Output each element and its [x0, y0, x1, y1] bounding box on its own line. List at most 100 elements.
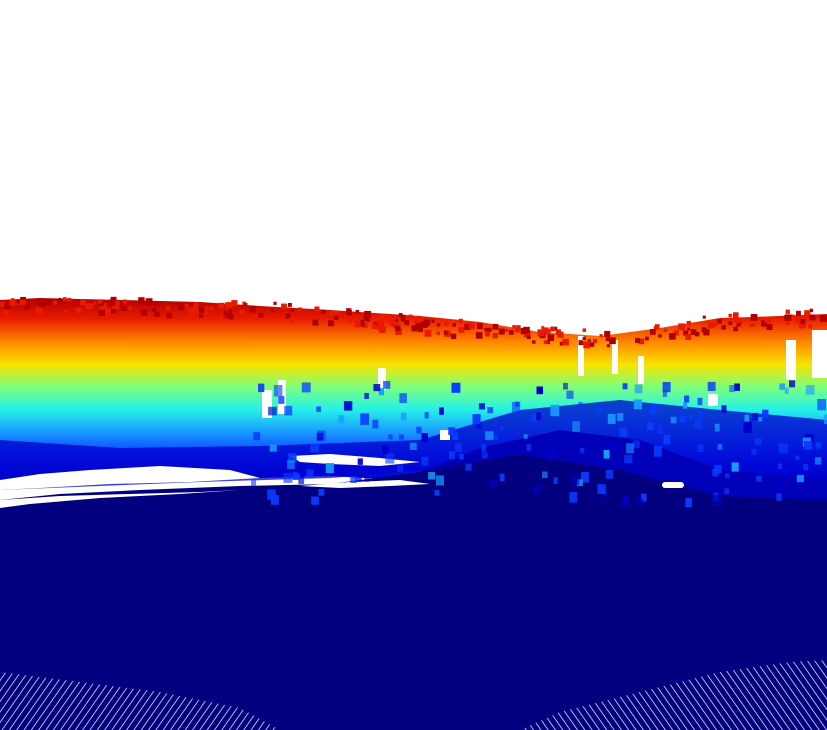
- point: [657, 424, 663, 433]
- point: [434, 489, 440, 496]
- point: [154, 302, 158, 306]
- point: [47, 299, 52, 305]
- point: [796, 474, 804, 483]
- point: [820, 315, 827, 322]
- point: [717, 319, 722, 324]
- point: [733, 326, 738, 332]
- point: [550, 326, 555, 332]
- point: [686, 320, 691, 326]
- point: [717, 444, 723, 450]
- point: [416, 426, 422, 434]
- point: [409, 442, 417, 450]
- point: [458, 318, 463, 324]
- point: [436, 331, 441, 335]
- point: [354, 320, 361, 327]
- point: [145, 298, 153, 305]
- point: [504, 328, 508, 333]
- point: [569, 492, 578, 503]
- point: [138, 297, 145, 304]
- point: [205, 306, 209, 310]
- point: [187, 307, 193, 313]
- point: [290, 308, 295, 312]
- point: [373, 384, 381, 392]
- point: [382, 445, 389, 455]
- point: [316, 432, 324, 441]
- point: [520, 328, 527, 335]
- point: [289, 316, 296, 323]
- point: [20, 296, 26, 303]
- point: [154, 311, 160, 317]
- point: [318, 488, 325, 496]
- point: [42, 300, 47, 305]
- point: [578, 402, 583, 408]
- point: [105, 308, 112, 315]
- point: [542, 471, 548, 478]
- point: [177, 304, 184, 311]
- point: [784, 387, 789, 394]
- point: [673, 330, 679, 336]
- point: [635, 337, 640, 343]
- point: [481, 452, 488, 459]
- point: [478, 403, 485, 410]
- point: [109, 299, 116, 306]
- point: [684, 395, 690, 403]
- point: [397, 464, 404, 472]
- point: [258, 383, 265, 393]
- point: [363, 315, 369, 321]
- point: [663, 328, 668, 332]
- point: [544, 328, 551, 335]
- point: [563, 382, 568, 390]
- point: [508, 330, 514, 335]
- point: [244, 302, 248, 306]
- scanline-field-right: [520, 660, 827, 730]
- point: [795, 318, 800, 324]
- point: [283, 473, 293, 483]
- point: [714, 423, 720, 432]
- point: [572, 421, 580, 432]
- point: [487, 407, 494, 414]
- point: [514, 327, 520, 333]
- point: [343, 401, 353, 411]
- point: [647, 422, 654, 431]
- point: [152, 308, 156, 312]
- point: [543, 340, 548, 345]
- point: [550, 404, 560, 417]
- point: [725, 473, 730, 479]
- point: [395, 328, 402, 335]
- point: [485, 431, 494, 440]
- point: [784, 314, 791, 321]
- point: [297, 465, 306, 475]
- point: [687, 327, 691, 331]
- point: [712, 495, 721, 506]
- point: [268, 406, 277, 416]
- point: [526, 335, 531, 339]
- point: [338, 415, 345, 424]
- point: [464, 323, 471, 330]
- point: [346, 316, 353, 323]
- point: [258, 313, 264, 318]
- point: [364, 392, 369, 399]
- ground-plane: [0, 430, 827, 730]
- point: [583, 341, 591, 349]
- point: [728, 313, 732, 318]
- point: [424, 412, 429, 419]
- point: [597, 484, 606, 494]
- point: [395, 319, 399, 323]
- point: [383, 380, 391, 389]
- point: [789, 314, 795, 320]
- point: [357, 319, 365, 327]
- point: [638, 338, 645, 345]
- point: [9, 299, 16, 306]
- point: [395, 325, 401, 331]
- point: [795, 455, 800, 460]
- point: [649, 403, 657, 414]
- point: [414, 316, 421, 323]
- point: [269, 444, 277, 452]
- point: [472, 414, 481, 425]
- point: [683, 330, 689, 336]
- point: [669, 333, 676, 340]
- point: [468, 322, 475, 329]
- point: [712, 468, 719, 477]
- point: [750, 314, 758, 321]
